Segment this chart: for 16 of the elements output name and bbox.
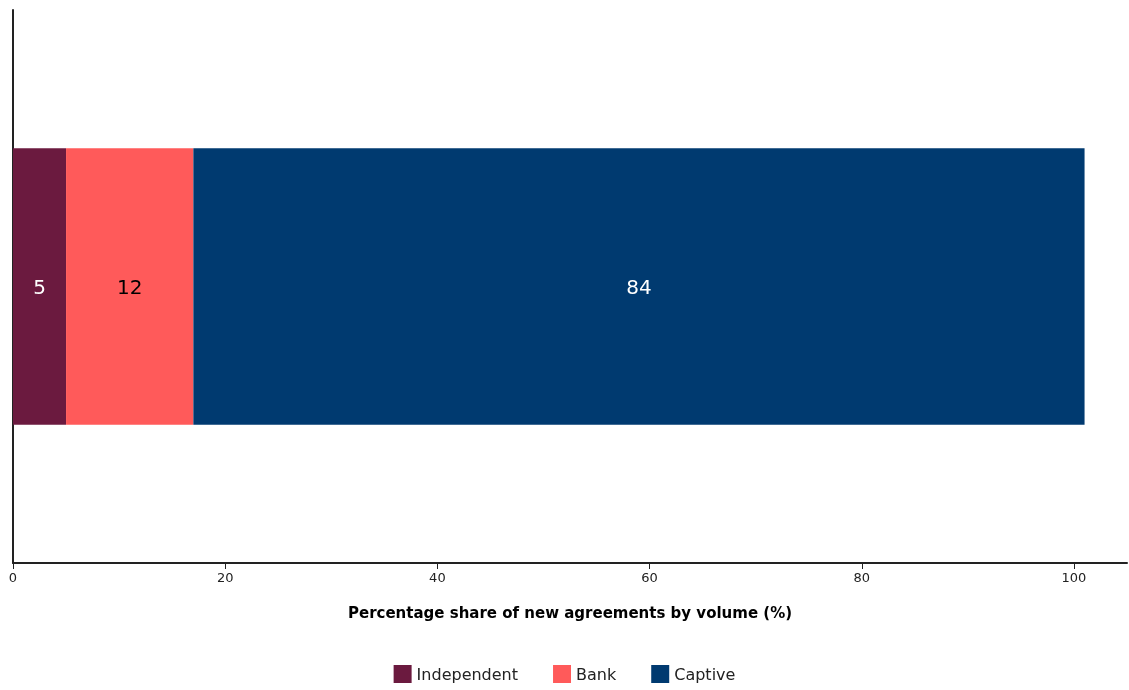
bar <box>13 148 67 425</box>
data-label: 12 <box>116 274 143 299</box>
legend-label: Captive <box>674 664 736 684</box>
x-tick-label: 20 <box>216 570 234 585</box>
legend-label: Independent <box>416 664 519 684</box>
x-tick-label: 80 <box>853 570 871 585</box>
x-tick-label: 40 <box>429 570 446 585</box>
x-tick-label: 60 <box>641 570 658 585</box>
bar <box>66 148 194 425</box>
data-label: 5 <box>33 274 46 299</box>
x-tick-label: 0 <box>8 570 18 585</box>
x-axis-title: Percentage share of new agreements by volume (%) <box>347 603 793 622</box>
x-tick-label: 100 <box>1061 570 1087 585</box>
data-label: 84 <box>626 274 652 299</box>
legend-label: Bank <box>576 664 617 684</box>
bar <box>193 148 1085 425</box>
